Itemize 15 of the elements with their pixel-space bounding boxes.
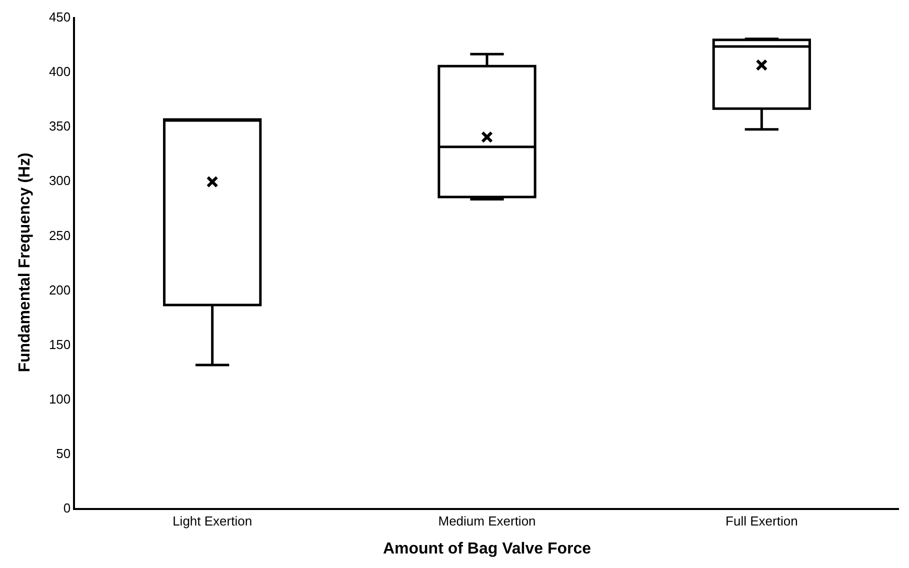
- y-tick-label: 350: [48, 118, 71, 134]
- x-axis-title: Amount of Bag Valve Force: [382, 540, 592, 558]
- y-tick-label: 400: [48, 64, 71, 80]
- y-tick-label: 50: [56, 446, 71, 461]
- x-tick-label: Medium Exertion: [438, 513, 536, 528]
- y-tick-label: 450: [48, 10, 71, 25]
- y-tick-label: 250: [48, 228, 71, 243]
- y-tick-label: 100: [48, 391, 71, 406]
- x-tick-label: Light Exertion: [172, 513, 252, 528]
- x-tick-label: Full Exertion: [726, 513, 798, 528]
- y-tick-label: 0: [63, 500, 71, 516]
- y-axis-title: Fundamental Frequency (Hz): [16, 152, 34, 372]
- y-tick-label: 300: [48, 173, 71, 188]
- y-tick-label: 200: [48, 282, 71, 298]
- y-tick-label: 150: [48, 336, 71, 352]
